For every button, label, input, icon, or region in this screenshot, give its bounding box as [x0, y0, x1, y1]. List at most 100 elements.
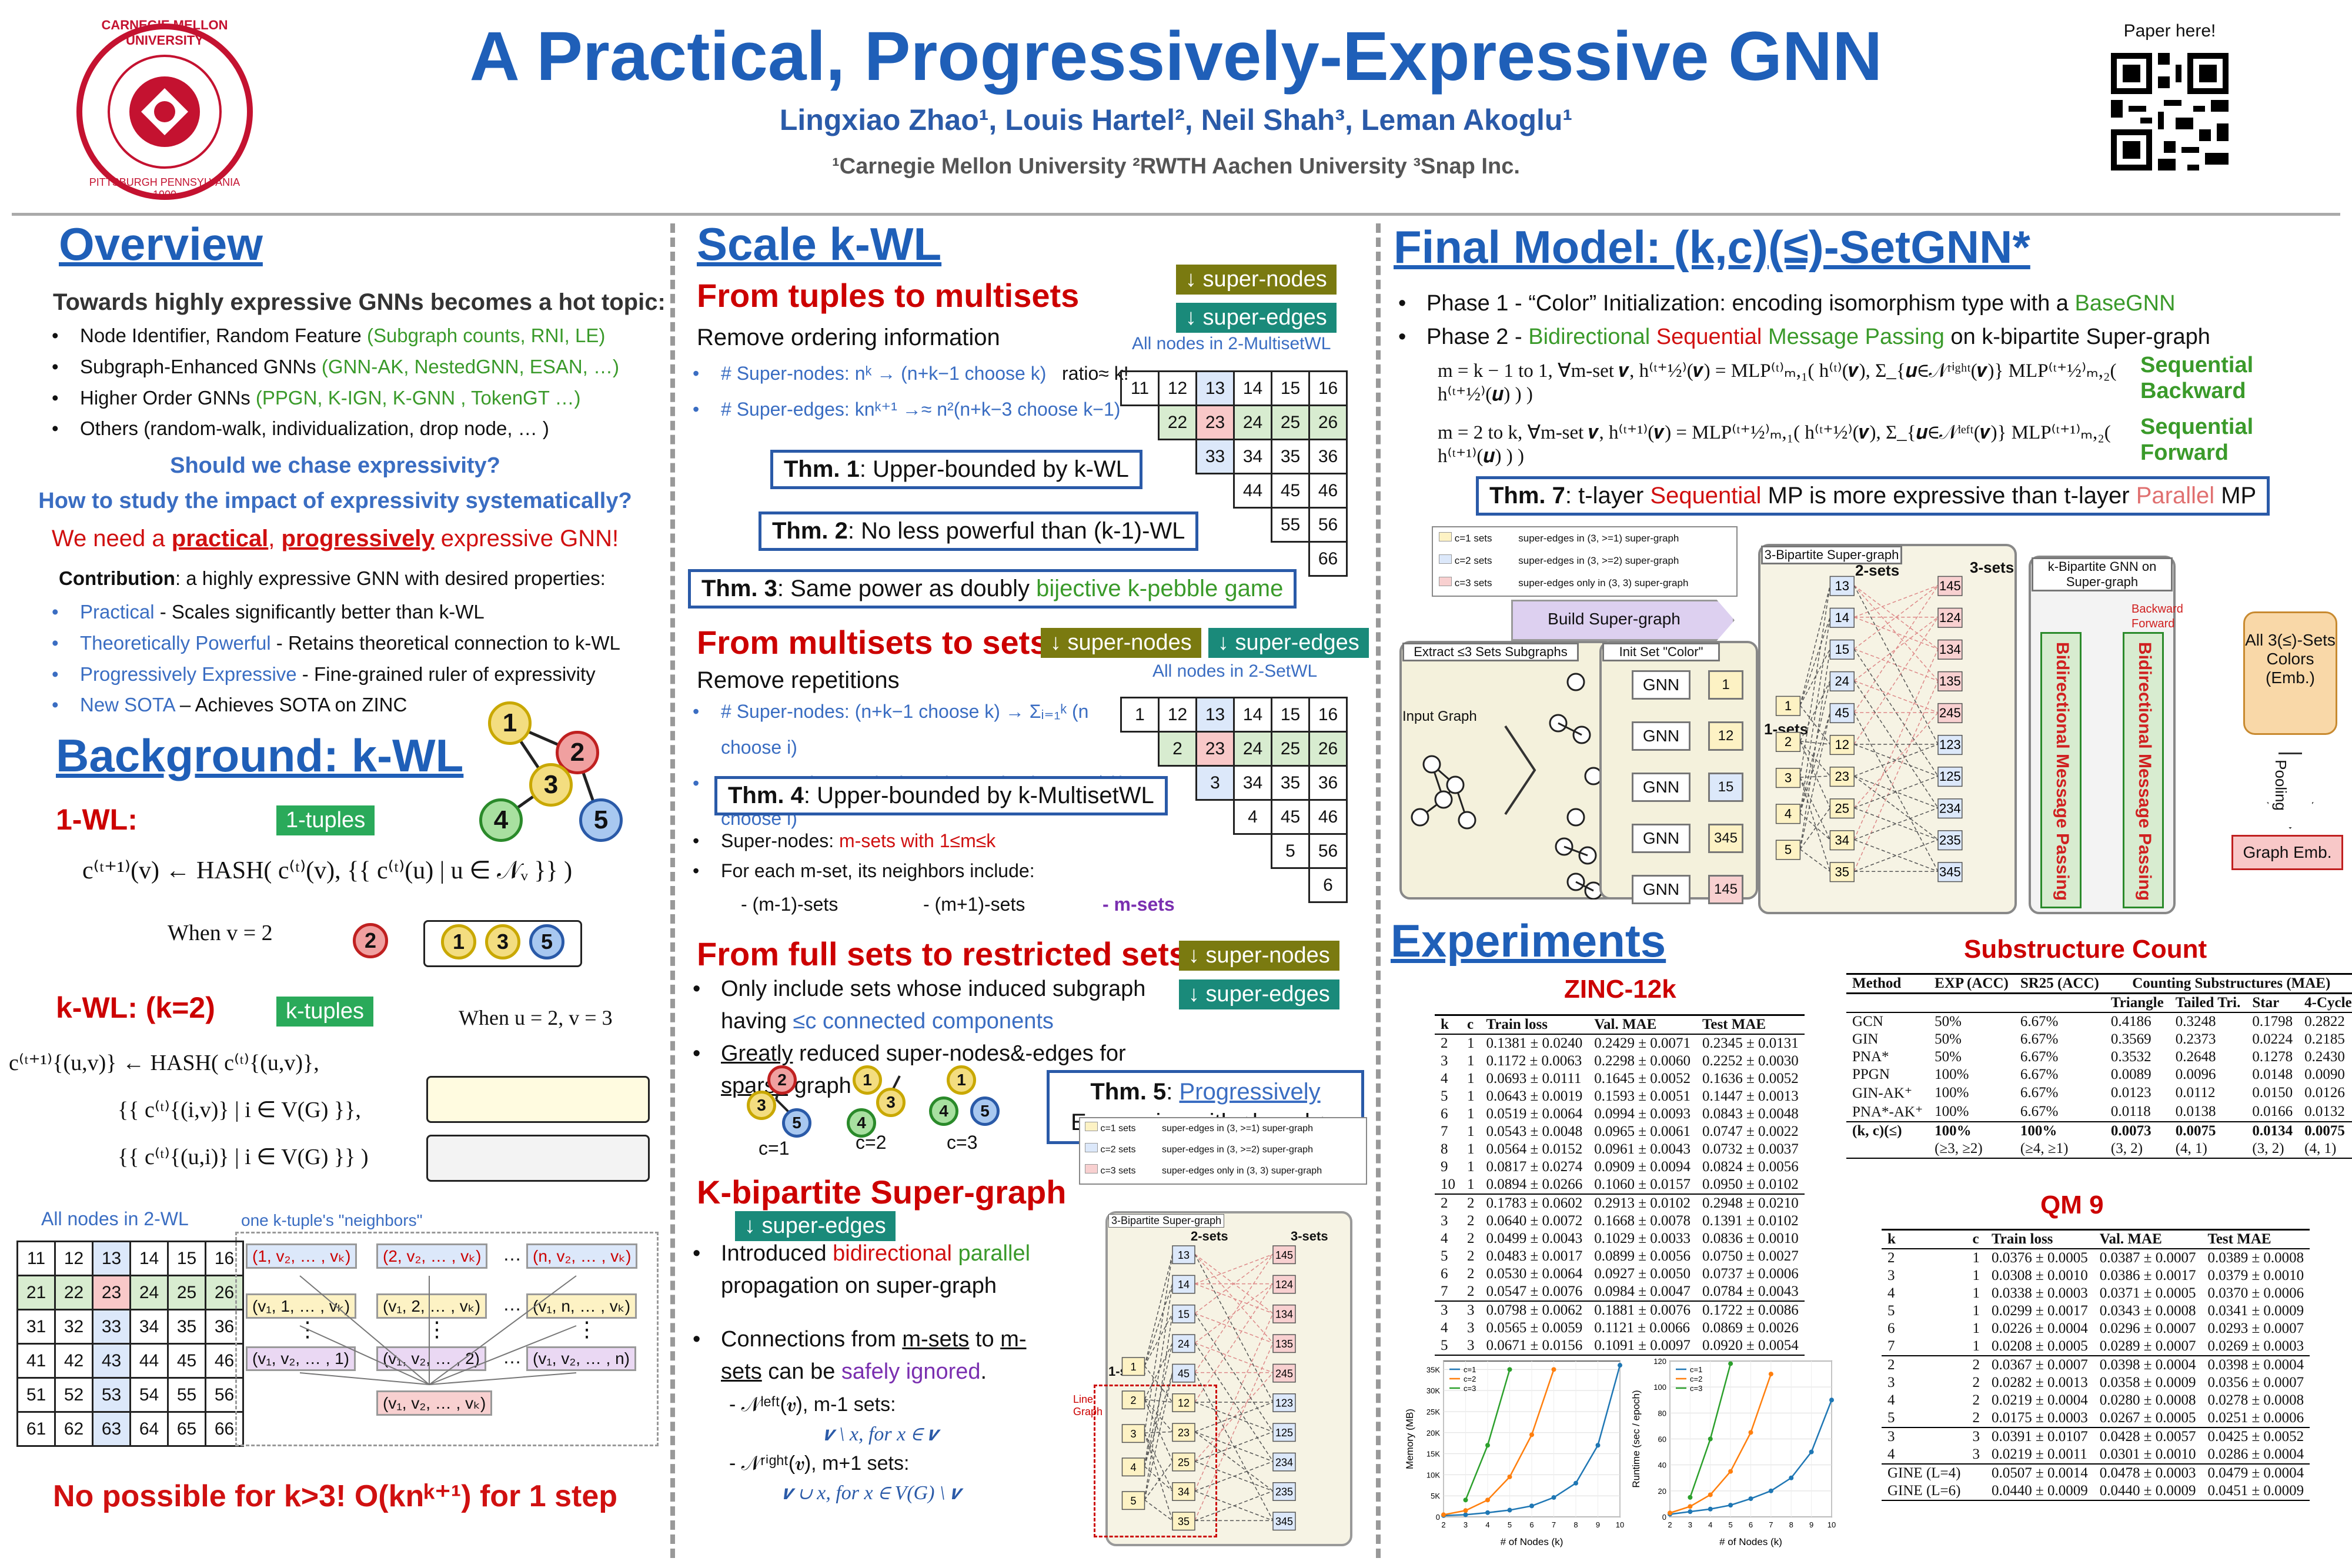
qr-label: Paper here! [2123, 21, 2216, 41]
table-cell: 0.2252 ± 0.0030 [1702, 1053, 1799, 1069]
c1-label: c=1 [759, 1138, 790, 1159]
super-node [1172, 1482, 1195, 1501]
kb-label: k-Bipartite GNN on Super-graph [2032, 557, 2173, 591]
gnn-box: GNN [1632, 875, 1690, 904]
bmp-bar-1-label: Bidirectional Message Passing [2053, 641, 2072, 901]
data-point [1688, 1495, 1693, 1500]
grid-cell: 56 [1308, 507, 1348, 543]
table-cell: 6 [1441, 1106, 1448, 1122]
table-cell: 100% [1935, 1123, 1972, 1139]
super-node-label: 135 [1939, 674, 1961, 688]
data-point [1768, 1488, 1773, 1493]
super-edge [1853, 680, 1939, 872]
c3-node-5: 5 [970, 1096, 1000, 1126]
grid-cell: 45 [167, 1343, 206, 1379]
data-point [1485, 1497, 1490, 1503]
super-node [1272, 1512, 1296, 1531]
table-cell: 0.0479 ± 0.0004 [2207, 1465, 2304, 1481]
table-cell: 2 [1467, 1248, 1475, 1264]
table-cell: 0.0308 ± 0.0010 [1991, 1268, 2088, 1283]
super-node [1775, 804, 1801, 824]
data-point [1728, 1361, 1733, 1366]
list-item: New SOTA – Achieves SOTA on ZINC [47, 690, 670, 721]
qm9-table: k c Train loss Val. MAE Test MAE 2 1 0.0376 ± 0… [1882, 1229, 2310, 1501]
x-tick-label: 3 [1688, 1520, 1692, 1529]
super-edge [1144, 1466, 1173, 1492]
c2-label: c=2 [856, 1132, 887, 1153]
left-neighbors-def: 𝒗 \ x, for x ∈ 𝒗 [823, 1423, 938, 1445]
table-cell: 0.1121 ± 0.0066 [1594, 1320, 1690, 1336]
table-cell [1966, 1464, 1986, 1482]
table-row: 2 1 0.0376 ± 0.0005 0.0387 ± 0.0007 0.0389 ±… [1882, 1249, 2310, 1267]
zinc-title: ZINC-12k [1564, 975, 1676, 1004]
data-point [1748, 1496, 1753, 1502]
table-cell: 0.0499 ± 0.0043 [1486, 1231, 1583, 1246]
table-cell: 0.2913 ± 0.0102 [1594, 1195, 1690, 1211]
table-cell: 0.0138 [2175, 1104, 2216, 1119]
grid-cell: 31 [16, 1309, 56, 1345]
table-cell [1846, 1140, 1929, 1158]
y-tick-label: 60 [1658, 1435, 1666, 1444]
set-grid: 1 12 13 14 15 16 2 23 24 25 26 3 34 35 36 4 45 46 5 56 6 [1120, 697, 1348, 903]
background-title: Background: k-WL [56, 730, 464, 781]
table-cell: 5 [1887, 1303, 1895, 1319]
table-header: EXP (ACC) [1935, 975, 2009, 991]
multiset-grid: 11 12 13 14 15 16 22 23 24 25 26 33 34 35 36 44 45 46 55 56… [1120, 370, 1348, 577]
data-point [1441, 1512, 1446, 1517]
super-edge [1144, 1343, 1173, 1467]
grid-cell: 55 [1271, 507, 1310, 543]
forward-equation: m = 2 to k, ∀m-set 𝒗, h⁽ᵗ⁺¹⁾(𝒗) = MLP⁽ᵗ⁺… [1438, 422, 2111, 467]
graph-node-5: 5 [579, 798, 623, 842]
right-neighbors-def: 𝒗 ∪ x, for x ∈ V(G) \ 𝒗 [782, 1482, 961, 1504]
table-cell: PNA* [1852, 1049, 1889, 1065]
super-edge [1194, 1253, 1274, 1403]
super-edge [1799, 741, 1831, 808]
table-row: 7 1 0.0543 ± 0.0048 0.0965 ± 0.0061 0.0747 ±… [1435, 1123, 1805, 1141]
tuple-n-row2: (v₁, n, … , vₖ) [526, 1293, 637, 1319]
s4-list: Introduced bidirectional parallel propag… [688, 1238, 1064, 1388]
super-node [1829, 734, 1855, 755]
grid-cell: 56 [205, 1377, 244, 1413]
table-cell: 50% [1935, 1049, 1962, 1065]
super-node [1829, 703, 1855, 724]
table-cell: 1 [1467, 1088, 1475, 1104]
s1-sub: Remove ordering information [697, 325, 1000, 350]
super-node [1172, 1304, 1195, 1323]
super-node-label: 125 [1275, 1427, 1293, 1439]
left-neighbors: - 𝒩ˡᵉᶠᵗ(𝒗), m-1 sets: [729, 1393, 896, 1416]
table-cell: 3 [1467, 1302, 1475, 1318]
super-node-label: 35 [1178, 1516, 1190, 1527]
super-node-label: 123 [1275, 1398, 1293, 1409]
when-u2-v3: When u = 2, v = 3 [459, 1006, 613, 1029]
data-point [1463, 1512, 1468, 1517]
nb-node-2: 2 [353, 923, 388, 958]
legend-label: c=2 [1464, 1375, 1476, 1383]
grid-cell: 34 [129, 1309, 169, 1345]
super-edge [1799, 585, 1831, 778]
table-cell: 6 [1441, 1266, 1448, 1282]
table-row: 7 2 0.0547 ± 0.0076 0.0984 ± 0.0047 0.0784 ±… [1435, 1283, 1805, 1301]
init-color-box: 145 [1708, 875, 1743, 904]
table-cell: 0.1381 ± 0.0240 [1486, 1035, 1583, 1051]
super-node-label: 345 [1275, 1516, 1293, 1527]
table-cell: 3 [1467, 1338, 1475, 1353]
series-line [1443, 1369, 1555, 1516]
x-tick-label: 6 [1529, 1520, 1534, 1529]
grid-cell: 44 [1233, 473, 1272, 509]
table-header: c [1972, 1231, 1979, 1247]
super-edge [1144, 1433, 1173, 1521]
data-point [1551, 1367, 1556, 1372]
table-header: Val. MAE [2099, 1231, 2162, 1247]
x-tick-label: 9 [1596, 1520, 1600, 1529]
super-edge [1194, 1342, 1274, 1462]
super-edge [1853, 617, 1939, 745]
init-color-box: 15 [1708, 773, 1743, 802]
table-row: GIN 50% 6.67% 0.3569 0.2373 0.0224 0.2185 [1846, 1031, 2352, 1048]
table-cell: 0.0150 [2252, 1085, 2293, 1101]
table-cell: 0.0843 ± 0.0048 [1702, 1106, 1799, 1122]
table-header: Triangle [2110, 995, 2164, 1011]
super-edge [1194, 1490, 1274, 1522]
s2-title: From multisets to sets [697, 624, 1048, 661]
qr-code-icon[interactable] [2105, 47, 2234, 176]
grid-cell: 13 [1195, 370, 1235, 406]
